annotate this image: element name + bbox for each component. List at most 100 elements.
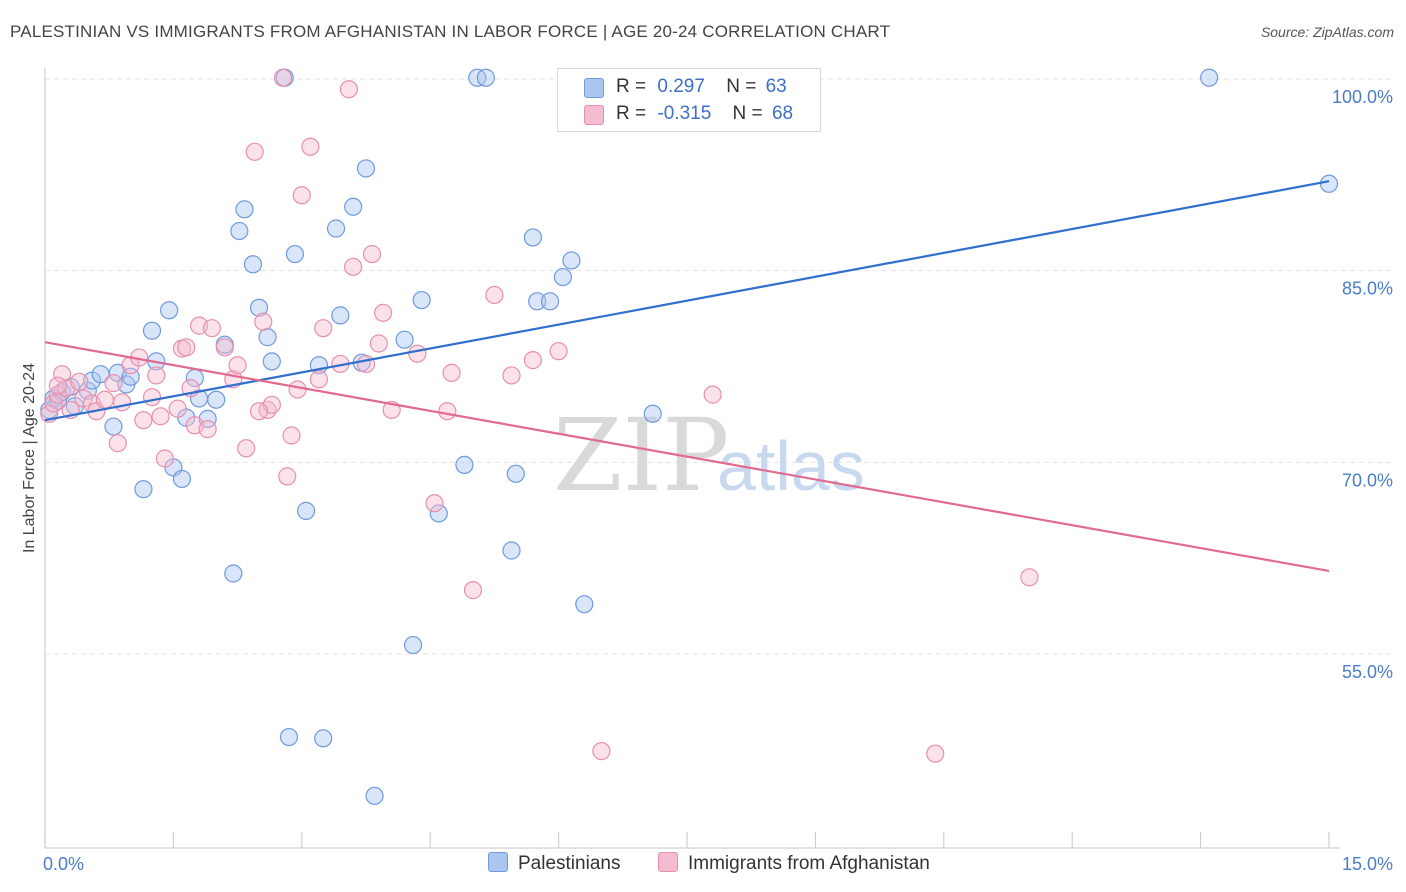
palestinian-point bbox=[506, 464, 525, 483]
legend-r-label: R = bbox=[616, 76, 647, 97]
palestinian-point bbox=[262, 352, 281, 371]
palestinian-point bbox=[502, 541, 521, 560]
afghanistan-point bbox=[53, 365, 72, 384]
afghanistan-trend-line bbox=[44, 341, 1330, 573]
palestinian-point bbox=[395, 330, 414, 349]
afghanistan-point bbox=[151, 407, 170, 426]
bottom-legend-palestinians: Palestinians bbox=[488, 852, 620, 875]
legend-swatch-pink bbox=[584, 105, 604, 125]
afghanistan-point bbox=[288, 380, 307, 399]
bottom-legend-label-afghanistan: Immigrants from Afghanistan bbox=[688, 853, 930, 874]
afghanistan-point bbox=[309, 370, 329, 389]
afghanistan-point bbox=[485, 285, 504, 305]
afghanistan-point bbox=[112, 393, 132, 412]
afghanistan-point bbox=[74, 389, 93, 408]
afghanistan-point bbox=[155, 449, 174, 468]
y-tick-label: 85.0% bbox=[1342, 279, 1393, 299]
afghanistan-point bbox=[292, 186, 311, 205]
y-tick-label: 100.0% bbox=[1332, 87, 1393, 107]
tick-layer: 100.0% 85.0% 70.0% 55.0% 0.0% 15.0% bbox=[43, 87, 1393, 874]
afghanistan-point bbox=[463, 581, 483, 600]
afghanistan-point bbox=[44, 394, 63, 413]
trend-layer bbox=[44, 180, 1330, 573]
points-layer bbox=[40, 68, 1339, 805]
palestinian-point bbox=[1319, 174, 1339, 193]
palestinian-point bbox=[235, 200, 254, 219]
palestinian-point bbox=[160, 301, 179, 320]
afghanistan-point bbox=[282, 426, 301, 445]
afghanistan-point bbox=[273, 68, 293, 87]
legend-n-value: 63 bbox=[765, 76, 787, 97]
bottom-legend-label-palestinians: Palestinians bbox=[518, 853, 621, 874]
palestinian-point bbox=[224, 564, 243, 583]
afghanistan-point bbox=[104, 374, 123, 393]
palestinian-point bbox=[243, 255, 263, 274]
palestinian-point bbox=[528, 292, 547, 311]
afghanistan-point bbox=[374, 303, 393, 322]
watermark-zip: ZIP bbox=[553, 397, 729, 514]
palestinian-point bbox=[326, 219, 346, 238]
palestinian-point bbox=[540, 292, 560, 311]
palestinian-point bbox=[296, 501, 316, 520]
palestinian-point bbox=[258, 328, 277, 347]
legend-r-value: -0.315 bbox=[657, 103, 712, 124]
legend-n-label: N = bbox=[726, 76, 757, 97]
palestinian-point bbox=[643, 404, 662, 423]
palestinian-point bbox=[365, 786, 384, 805]
y-tick-label: 70.0% bbox=[1342, 470, 1393, 490]
afghanistan-point bbox=[408, 344, 427, 363]
afghanistan-point bbox=[442, 363, 461, 382]
y-tick-label: 55.0% bbox=[1342, 662, 1393, 682]
palestinian-point bbox=[412, 290, 431, 310]
bottom-legend-swatch-blue bbox=[488, 852, 508, 872]
afghanistan-point bbox=[703, 385, 722, 404]
palestinian-point bbox=[553, 267, 572, 287]
afghanistan-point bbox=[1020, 568, 1039, 587]
afghanistan-point bbox=[369, 334, 388, 353]
legend-r-label: R = bbox=[616, 103, 647, 124]
afghanistan-point bbox=[228, 356, 247, 375]
palestinian-point bbox=[207, 390, 226, 409]
afghanistan-point bbox=[142, 388, 162, 407]
palestinian-point bbox=[134, 480, 153, 499]
palestinian-point bbox=[230, 221, 249, 241]
afghanistan-point bbox=[198, 420, 217, 439]
axis-layer bbox=[44, 68, 1340, 849]
palestinian-point bbox=[476, 68, 495, 87]
palestinian-point bbox=[403, 635, 423, 655]
afghanistan-point bbox=[438, 402, 457, 421]
afghanistan-point bbox=[108, 434, 127, 453]
palestinian-point bbox=[331, 306, 350, 325]
x-tick-label: 15.0% bbox=[1342, 854, 1393, 874]
palestinian-point bbox=[104, 417, 123, 436]
afghanistan-point bbox=[147, 366, 166, 385]
afghanistan-point bbox=[278, 467, 297, 486]
palestinian-point bbox=[285, 244, 305, 264]
afghanistan-point bbox=[523, 351, 543, 370]
afghanistan-point bbox=[425, 494, 444, 513]
palestinian-point bbox=[314, 729, 333, 748]
legend-r-value: 0.297 bbox=[657, 76, 705, 97]
legend-swatch-blue bbox=[584, 78, 604, 98]
palestinian-point bbox=[142, 321, 162, 340]
palestinian-point bbox=[455, 455, 474, 474]
bottom-legend-afghanistan: Immigrants from Afghanistan bbox=[658, 852, 930, 875]
legend-n-label: N = bbox=[732, 103, 763, 124]
palestinian-trend-line bbox=[44, 180, 1330, 422]
afghanistan-point bbox=[245, 142, 264, 161]
chart-source: Source: ZipAtlas.com bbox=[1260, 24, 1394, 40]
x-tick-label: 0.0% bbox=[43, 854, 84, 874]
palestinian-point bbox=[523, 228, 543, 247]
palestinian-point bbox=[562, 251, 581, 270]
afghanistan-point bbox=[168, 399, 187, 418]
afghanistan-point bbox=[202, 319, 222, 338]
afghanistan-point bbox=[926, 744, 945, 763]
afghanistan-point bbox=[177, 338, 196, 357]
palestinian-point bbox=[356, 159, 376, 178]
y-axis-label: In Labor Force | Age 20-24 bbox=[21, 363, 38, 553]
palestinian-point bbox=[1200, 68, 1219, 87]
afghanistan-point bbox=[314, 319, 333, 338]
palestinian-point bbox=[429, 504, 448, 523]
palestinian-point bbox=[575, 595, 594, 614]
